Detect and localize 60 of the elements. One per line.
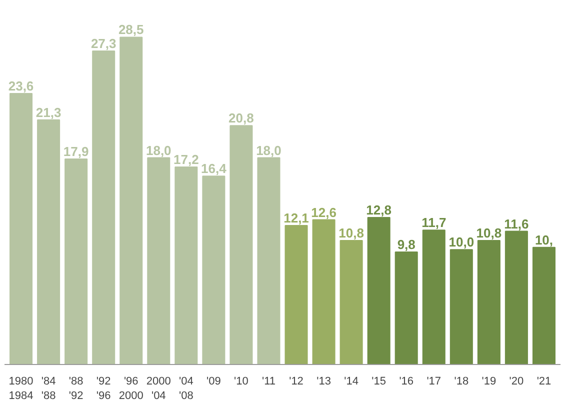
bar bbox=[10, 92, 33, 364]
x-tick-label: '10 bbox=[234, 376, 248, 388]
data-label: 11,7 bbox=[422, 215, 446, 230]
data-label: 10, bbox=[534, 232, 554, 248]
bar bbox=[367, 217, 390, 364]
data-label: 12,8 bbox=[366, 202, 392, 218]
bar bbox=[92, 50, 116, 364]
bar bbox=[284, 225, 308, 364]
x-tick-label: '15 bbox=[372, 376, 386, 388]
x-tick-label: '04 '08 bbox=[178, 376, 194, 402]
bar bbox=[312, 219, 336, 364]
x-tick-label: '13 bbox=[316, 376, 331, 388]
x-tick-label: '84 '88 bbox=[41, 376, 56, 402]
bar bbox=[422, 230, 446, 364]
bar bbox=[37, 119, 60, 364]
data-label: 20,8 bbox=[228, 110, 254, 126]
bar bbox=[120, 36, 143, 364]
data-label: 23,6 bbox=[8, 78, 34, 94]
bar bbox=[450, 249, 473, 364]
data-label: 12,1 bbox=[284, 210, 309, 226]
data-label: 28,5 bbox=[118, 22, 144, 38]
data-label: 16,4 bbox=[201, 161, 228, 176]
x-tick-label: '12 bbox=[289, 376, 304, 388]
x-tick-label: '18 bbox=[454, 376, 469, 388]
data-label: 18,0 bbox=[146, 142, 172, 158]
data-label: 12,6 bbox=[311, 204, 336, 220]
x-tick-label: '17 bbox=[426, 376, 442, 388]
bar bbox=[394, 251, 418, 364]
data-label: 10,0 bbox=[448, 234, 474, 250]
bar bbox=[230, 125, 253, 364]
bar bbox=[340, 240, 363, 364]
data-label: 17,2 bbox=[174, 152, 199, 167]
x-tick-label: '09 bbox=[206, 376, 221, 388]
x-tick-label: '19 bbox=[482, 376, 496, 388]
data-label: 21,3 bbox=[36, 104, 62, 120]
bar bbox=[202, 176, 226, 364]
x-tick-label: '14 bbox=[344, 376, 358, 388]
data-label: 10,8 bbox=[476, 225, 502, 240]
data-label: 17,9 bbox=[63, 144, 89, 159]
x-tick-label: 1980 1984 bbox=[8, 376, 34, 402]
bar bbox=[477, 240, 500, 364]
x-tick-label: '21 bbox=[536, 376, 552, 388]
x-tick-label: '20 bbox=[509, 376, 524, 388]
x-tick-label: 2000 '04 bbox=[146, 376, 171, 402]
data-label: 18,0 bbox=[256, 142, 282, 158]
x-tick-label: '92 '96 bbox=[96, 376, 111, 402]
bar bbox=[504, 230, 528, 364]
bar bbox=[147, 157, 170, 364]
bar bbox=[532, 246, 556, 364]
x-tick-label: '11 bbox=[262, 376, 276, 388]
bar bbox=[257, 157, 280, 364]
data-label: 11,6 bbox=[504, 216, 529, 232]
data-label: 10,8 bbox=[338, 225, 364, 240]
x-tick-label: '88 '92 bbox=[68, 376, 84, 402]
data-label: 9,8 bbox=[397, 236, 416, 252]
bar bbox=[64, 158, 88, 364]
x-tick-label: '16 bbox=[399, 376, 414, 388]
x-tick-label: '96 2000 bbox=[118, 376, 144, 402]
data-label: 27,3 bbox=[90, 36, 116, 52]
bar bbox=[174, 166, 198, 364]
